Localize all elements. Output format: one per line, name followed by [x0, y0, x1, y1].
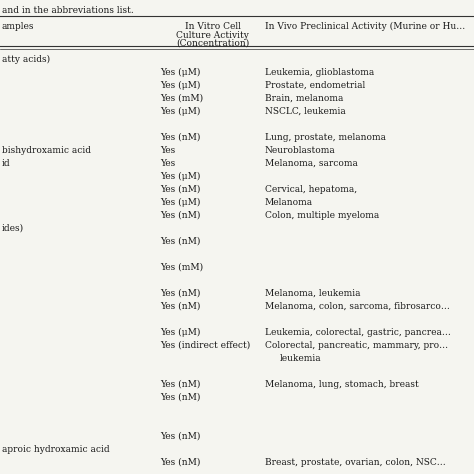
Text: Leukemia, glioblastoma: Leukemia, glioblastoma: [265, 68, 374, 77]
Text: In Vitro Cell: In Vitro Cell: [184, 22, 240, 31]
Text: Yes (nM): Yes (nM): [160, 393, 201, 402]
Text: Yes (nM): Yes (nM): [160, 133, 201, 142]
Text: Lung, prostate, melanoma: Lung, prostate, melanoma: [265, 133, 386, 142]
Text: Yes (nM): Yes (nM): [160, 458, 201, 467]
Text: Yes: Yes: [160, 146, 175, 155]
Text: Yes (indirect effect): Yes (indirect effect): [160, 341, 250, 350]
Text: bishydroxamic acid: bishydroxamic acid: [2, 146, 91, 155]
Text: Melanoma, sarcoma: Melanoma, sarcoma: [265, 159, 358, 168]
Text: Prostate, endometrial: Prostate, endometrial: [265, 81, 365, 90]
Text: Melanoma, leukemia: Melanoma, leukemia: [265, 289, 361, 298]
Text: Brain, melanoma: Brain, melanoma: [265, 94, 343, 103]
Text: ides): ides): [2, 224, 24, 233]
Text: Yes (nM): Yes (nM): [160, 237, 201, 246]
Text: Cervical, hepatoma,: Cervical, hepatoma,: [265, 185, 357, 194]
Text: Neuroblastoma: Neuroblastoma: [265, 146, 336, 155]
Text: Breast, prostate, ovarian, colon, NSC…: Breast, prostate, ovarian, colon, NSC…: [265, 458, 446, 467]
Text: Yes (mM): Yes (mM): [160, 94, 203, 103]
Text: aproic hydroxamic acid: aproic hydroxamic acid: [2, 445, 109, 454]
Text: atty acids): atty acids): [2, 55, 50, 64]
Text: Yes (μM): Yes (μM): [160, 198, 201, 207]
Text: Yes (μM): Yes (μM): [160, 81, 201, 90]
Text: Melanoma: Melanoma: [265, 198, 313, 207]
Text: Yes (nM): Yes (nM): [160, 432, 201, 441]
Text: Yes (μM): Yes (μM): [160, 328, 201, 337]
Text: id: id: [2, 159, 10, 168]
Text: Yes (nM): Yes (nM): [160, 211, 201, 220]
Text: Yes (nM): Yes (nM): [160, 289, 201, 298]
Text: Colorectal, pancreatic, mammary, pro…: Colorectal, pancreatic, mammary, pro…: [265, 341, 448, 350]
Text: Yes (μM): Yes (μM): [160, 68, 201, 77]
Text: Yes (nM): Yes (nM): [160, 380, 201, 389]
Text: Yes (nM): Yes (nM): [160, 185, 201, 194]
Text: Colon, multiple myeloma: Colon, multiple myeloma: [265, 211, 379, 220]
Text: In Vivo Preclinical Activity (Murine or Hu…: In Vivo Preclinical Activity (Murine or …: [265, 22, 465, 31]
Text: Yes (mM): Yes (mM): [160, 263, 203, 272]
Text: Yes (μM): Yes (μM): [160, 172, 201, 181]
Text: Yes (nM): Yes (nM): [160, 302, 201, 311]
Text: Melanoma, colon, sarcoma, fibrosarco…: Melanoma, colon, sarcoma, fibrosarco…: [265, 302, 450, 311]
Text: leukemia: leukemia: [280, 354, 322, 363]
Text: (Concentration): (Concentration): [176, 39, 249, 48]
Text: amples: amples: [2, 22, 35, 31]
Text: Yes (μM): Yes (μM): [160, 107, 201, 116]
Text: NSCLC, leukemia: NSCLC, leukemia: [265, 107, 346, 116]
Text: Leukemia, colorectal, gastric, pancrea…: Leukemia, colorectal, gastric, pancrea…: [265, 328, 451, 337]
Text: Melanoma, lung, stomach, breast: Melanoma, lung, stomach, breast: [265, 380, 419, 389]
Text: and in the abbreviations list.: and in the abbreviations list.: [2, 6, 134, 15]
Text: Culture Activity: Culture Activity: [176, 30, 249, 39]
Text: Yes: Yes: [160, 159, 175, 168]
